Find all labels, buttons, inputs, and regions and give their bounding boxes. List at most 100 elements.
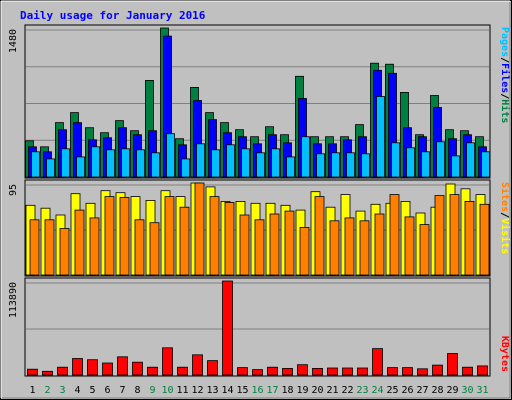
x-tick-label-day-30: 30 xyxy=(461,385,473,396)
bar-sites-day-28 xyxy=(434,195,445,276)
legend-kbytes: KBytes xyxy=(499,336,510,372)
bar-sites-day-21 xyxy=(329,220,340,276)
x-tick-label-day-16: 16 xyxy=(251,385,263,396)
bar-kbytes-day-18 xyxy=(282,367,293,376)
bar-sites-day-3 xyxy=(59,228,70,276)
bar-kbytes-day-28 xyxy=(432,364,443,376)
bar-sites-day-4 xyxy=(74,209,85,276)
bar-kbytes-day-10 xyxy=(162,347,173,376)
bar-kbytes-day-7 xyxy=(117,356,128,376)
legend-item-hits: Hits xyxy=(499,99,511,123)
bar-sites-day-6 xyxy=(104,196,115,276)
bar-sites-day-17 xyxy=(269,213,280,276)
scale-label-kbytes: 113890 xyxy=(8,282,19,318)
x-tick-label-day-7: 7 xyxy=(119,385,125,396)
bar-pages-day-12 xyxy=(196,143,205,178)
legend-item-files: Files xyxy=(499,63,511,93)
panel-kbytes: 113890 KBytes xyxy=(8,277,510,377)
x-tick-label-day-12: 12 xyxy=(191,385,203,396)
x-tick-label-day-29: 29 xyxy=(446,385,458,396)
scale-label-visits-sites: 95 xyxy=(8,184,19,196)
legend-separator: / xyxy=(499,212,510,218)
bar-pages-day-19 xyxy=(301,136,310,178)
bar-kbytes-day-16 xyxy=(252,369,263,376)
legend-hits-files-pages: Pages/Files/Hits xyxy=(499,27,511,123)
bar-pages-day-10 xyxy=(166,133,175,178)
bar-sites-day-1 xyxy=(29,219,40,276)
bar-sites-day-5 xyxy=(89,217,100,276)
x-tick-label-day-15: 15 xyxy=(236,385,248,396)
x-axis: 1 2 3 4 5 6 7 8 9 10 11 12 13 14 15 16 17 18 19 20 21 22 23 24 2… xyxy=(29,385,488,396)
bar-pages-day-20 xyxy=(316,153,325,178)
panel-border xyxy=(24,277,491,377)
chart-title: Daily usage for January 2016 xyxy=(20,9,206,22)
bar-sites-day-9 xyxy=(149,222,160,276)
x-tick-label-day-10: 10 xyxy=(161,385,173,396)
bar-kbytes-day-31 xyxy=(477,365,488,376)
bar-sites-day-10 xyxy=(164,196,175,276)
bar-pages-day-17 xyxy=(271,148,280,178)
bar-sites-day-18 xyxy=(284,210,295,276)
bar-kbytes-day-11 xyxy=(177,366,188,376)
legend-separator: / xyxy=(499,57,510,63)
bar-pages-day-8 xyxy=(136,149,145,178)
bar-pages-day-31 xyxy=(481,151,490,178)
bar-kbytes-day-1 xyxy=(27,368,38,376)
bar-sites-day-23 xyxy=(359,220,370,276)
x-tick-label-day-23: 23 xyxy=(356,385,368,396)
scale-label-hits-files-pages: 1480 xyxy=(8,29,19,53)
bar-kbytes-day-4 xyxy=(72,358,83,376)
bar-sites-day-20 xyxy=(314,196,325,276)
bar-pages-day-29 xyxy=(451,155,460,178)
bar-kbytes-day-3 xyxy=(57,366,68,376)
bar-pages-day-23 xyxy=(361,153,370,178)
bar-pages-day-28 xyxy=(436,141,445,178)
bar-pages-day-5 xyxy=(91,146,100,178)
bar-kbytes-day-6 xyxy=(102,362,113,376)
bar-pages-day-25 xyxy=(391,142,400,178)
legend-visits-sites: Sites/Visits xyxy=(499,182,511,254)
bar-sites-day-19 xyxy=(299,227,310,276)
bar-pages-day-14 xyxy=(226,144,235,178)
bar-pages-day-16 xyxy=(256,152,265,178)
x-tick-label-day-14: 14 xyxy=(221,385,233,396)
x-tick-label-day-13: 13 xyxy=(206,385,218,396)
bar-kbytes-day-20 xyxy=(312,367,323,376)
bar-sites-day-2 xyxy=(44,219,55,276)
bar-pages-day-4 xyxy=(76,156,85,178)
bar-kbytes-day-15 xyxy=(237,367,248,376)
bar-pages-day-27 xyxy=(421,151,430,178)
panel-hits-files-pages: 1480 Pages/Files/Hits xyxy=(8,24,511,179)
x-tick-label-day-17: 17 xyxy=(266,385,278,396)
bar-pages-day-13 xyxy=(211,149,220,178)
bar-sites-day-15 xyxy=(239,214,250,276)
bar-sites-day-29 xyxy=(449,194,460,276)
bar-kbytes-day-12 xyxy=(192,354,203,376)
bar-sites-day-31 xyxy=(479,203,490,276)
legend-item-sites: Sites xyxy=(499,182,511,212)
bar-sites-day-27 xyxy=(419,224,430,276)
x-tick-label-day-8: 8 xyxy=(134,385,140,396)
legend-separator: / xyxy=(499,93,510,99)
bar-kbytes-day-22 xyxy=(342,367,353,376)
bar-pages-day-7 xyxy=(121,148,130,178)
bar-kbytes-day-17 xyxy=(267,366,278,376)
bar-sites-day-25 xyxy=(389,194,400,276)
bar-pages-day-18 xyxy=(286,156,295,178)
bar-kbytes-day-21 xyxy=(327,367,338,376)
bar-pages-day-26 xyxy=(406,147,415,178)
x-tick-label-day-9: 9 xyxy=(149,385,155,396)
x-tick-label-day-22: 22 xyxy=(341,385,353,396)
bar-kbytes-day-26 xyxy=(402,367,413,376)
bar-kbytes-day-24 xyxy=(372,348,383,376)
bar-pages-day-24 xyxy=(376,96,385,178)
bar-sites-day-12 xyxy=(194,182,205,276)
x-tick-label-day-4: 4 xyxy=(74,385,80,396)
bar-pages-day-15 xyxy=(241,148,250,178)
bar-pages-day-21 xyxy=(331,152,340,178)
bar-kbytes-day-14 xyxy=(222,280,233,376)
x-tick-label-day-27: 27 xyxy=(416,385,428,396)
bar-sites-day-26 xyxy=(404,216,415,276)
bar-kbytes-day-29 xyxy=(447,353,458,376)
x-tick-label-day-26: 26 xyxy=(401,385,413,396)
